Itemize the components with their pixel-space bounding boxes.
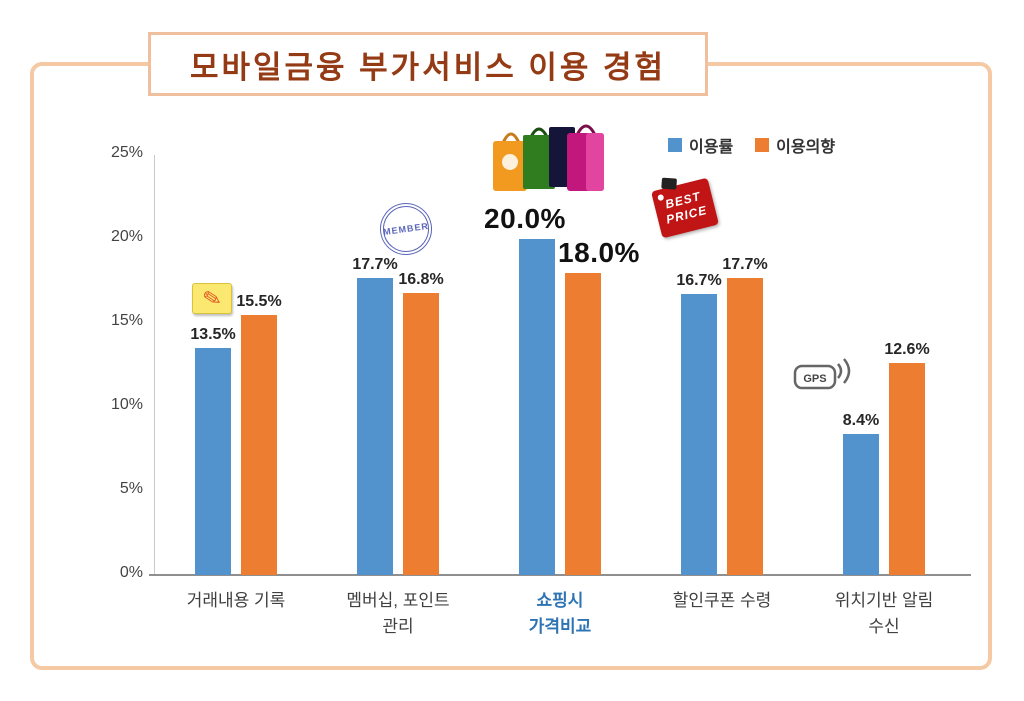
legend-label: 이용률 (689, 139, 734, 156)
bar-이용의향 (565, 273, 601, 575)
value-label: 17.7% (352, 256, 398, 273)
y-tick-label: 5% (119, 480, 143, 497)
value-label: 18.0% (558, 237, 640, 268)
gps-icon: GPS (793, 358, 851, 390)
value-label: 16.8% (398, 271, 444, 288)
legend: 이용률 이용의향 (668, 133, 835, 157)
pencil-glyph: ✎ (200, 283, 224, 313)
legend-swatch (755, 138, 770, 152)
bar-이용의향 (889, 363, 925, 575)
legend-item: 이용률 (668, 133, 733, 157)
bar-group: 8.4% 12.6% 위치기반 알림 수신 (803, 155, 965, 636)
category-label: 할인쿠폰 수령 (672, 591, 772, 610)
value-label: 17.7% (722, 256, 768, 273)
category-label: 거래내용 기록 (186, 591, 286, 610)
x-axis-baseline (149, 574, 971, 576)
bar-이용률 (357, 278, 393, 575)
value-label: 15.5% (236, 293, 282, 310)
y-tick-label: 15% (110, 312, 143, 329)
page-title: 모바일금융 부가서비스 이용 경험 (189, 49, 667, 85)
bar-이용률 (519, 239, 555, 575)
chart-title-box: 모바일금융 부가서비스 이용 경험 (148, 32, 708, 96)
legend-item: 이용의향 (755, 133, 835, 157)
category-label: 쇼핑시 가격비교 (528, 591, 592, 637)
note-pencil-icon: ✎ (192, 283, 232, 314)
gps-label: GPS (803, 373, 826, 385)
bar-이용의향 (727, 278, 763, 575)
shopping-bags-icon (493, 124, 604, 191)
y-axis-line (154, 155, 155, 575)
value-label: 12.6% (884, 341, 930, 358)
bar-이용률 (195, 348, 231, 575)
legend-label: 이용의향 (776, 139, 836, 156)
tag-hole (657, 193, 665, 202)
bar-group: 17.7% 16.8% 멤버십, 포인트 관리 (317, 155, 479, 636)
bar-group: 20.0% 18.0% 쇼핑시 가격비교 (479, 155, 641, 636)
y-tick-label: 20% (110, 228, 143, 245)
bar-이용의향 (403, 293, 439, 575)
plot-area: 13.5% 15.5% 거래내용 기록 17.7% 16.8% 멤버십, 포인트 관리 20.… (149, 155, 971, 636)
category-label: 위치기반 알림 수신 (834, 591, 934, 637)
value-label: 13.5% (190, 326, 236, 343)
value-label: 20.0% (484, 203, 566, 234)
bar-이용률 (843, 434, 879, 575)
bar-group: 13.5% 15.5% 거래내용 기록 (155, 155, 317, 610)
value-label: 16.7% (676, 272, 722, 289)
y-tick-label: 0% (119, 564, 143, 581)
category-label: 멤버십, 포인트 관리 (346, 591, 450, 637)
y-tick-label: 25% (110, 144, 143, 161)
value-label: 8.4% (842, 412, 880, 429)
member-stamp-label: MEMBER (382, 220, 430, 238)
legend-swatch (668, 138, 682, 152)
y-axis: 0% 5% 10% 15% 20% 25% (55, 144, 143, 581)
bar-group: 16.7% 17.7% 할인쿠폰 수령 (641, 155, 803, 610)
bar-이용률 (681, 294, 717, 575)
bar-이용의향 (241, 315, 277, 575)
y-tick-label: 10% (110, 396, 143, 413)
